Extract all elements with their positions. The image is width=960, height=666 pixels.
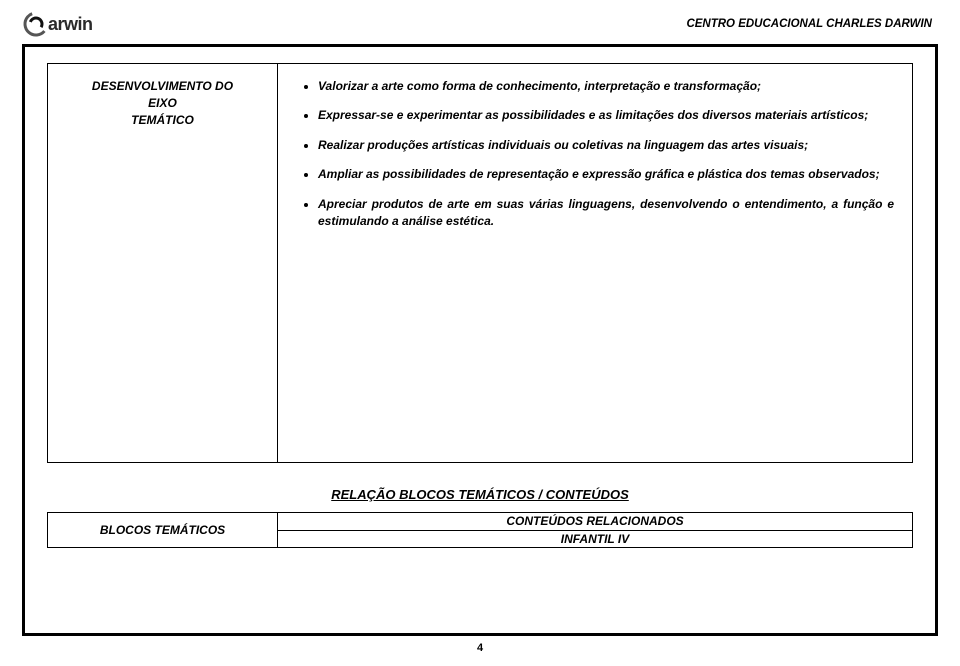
left-cell-line: DESENVOLVIMENTO DO (58, 78, 267, 95)
list-item: Apreciar produtos de arte em suas várias… (318, 196, 894, 231)
page: arwin CENTRO EDUCACIONAL CHARLES DARWIN … (0, 0, 960, 666)
blocks-right-sub: INFANTIL IV (278, 530, 913, 547)
blocks-right-header: CONTEÚDOS RELACIONADOS (278, 513, 913, 530)
logo-text: arwin (48, 14, 93, 35)
logo: arwin (22, 10, 93, 38)
blocks-left-header: BLOCOS TEMÁTICOS (48, 513, 278, 548)
blocks-table: BLOCOS TEMÁTICOS CONTEÚDOS RELACIONADOS … (47, 512, 913, 548)
outer-frame: DESENVOLVIMENTO DO EIXO TEMÁTICO Valoriz… (22, 44, 938, 636)
logo-swirl-icon (22, 10, 50, 38)
list-item: Expressar-se e experimentar as possibili… (318, 107, 894, 124)
left-cell-line: EIXO (58, 95, 267, 112)
list-item: Valorizar a arte como forma de conhecime… (318, 78, 894, 95)
content-table: DESENVOLVIMENTO DO EIXO TEMÁTICO Valoriz… (47, 63, 913, 463)
table-row: BLOCOS TEMÁTICOS CONTEÚDOS RELACIONADOS (48, 513, 913, 530)
header-title: CENTRO EDUCACIONAL CHARLES DARWIN (686, 18, 938, 30)
left-cell-line: TEMÁTICO (58, 112, 267, 129)
right-cell: Valorizar a arte como forma de conhecime… (278, 64, 912, 462)
table-row: DESENVOLVIMENTO DO EIXO TEMÁTICO Valoriz… (48, 64, 912, 462)
page-number: 4 (22, 642, 938, 654)
section-title: RELAÇÃO BLOCOS TEMÁTICOS / CONTEÚDOS (47, 487, 913, 502)
page-header: arwin CENTRO EDUCACIONAL CHARLES DARWIN (22, 6, 938, 42)
left-cell: DESENVOLVIMENTO DO EIXO TEMÁTICO (48, 64, 278, 462)
list-item: Realizar produções artísticas individuai… (318, 137, 894, 154)
list-item: Ampliar as possibilidades de representaç… (318, 166, 894, 183)
bullet-list: Valorizar a arte como forma de conhecime… (300, 78, 894, 230)
